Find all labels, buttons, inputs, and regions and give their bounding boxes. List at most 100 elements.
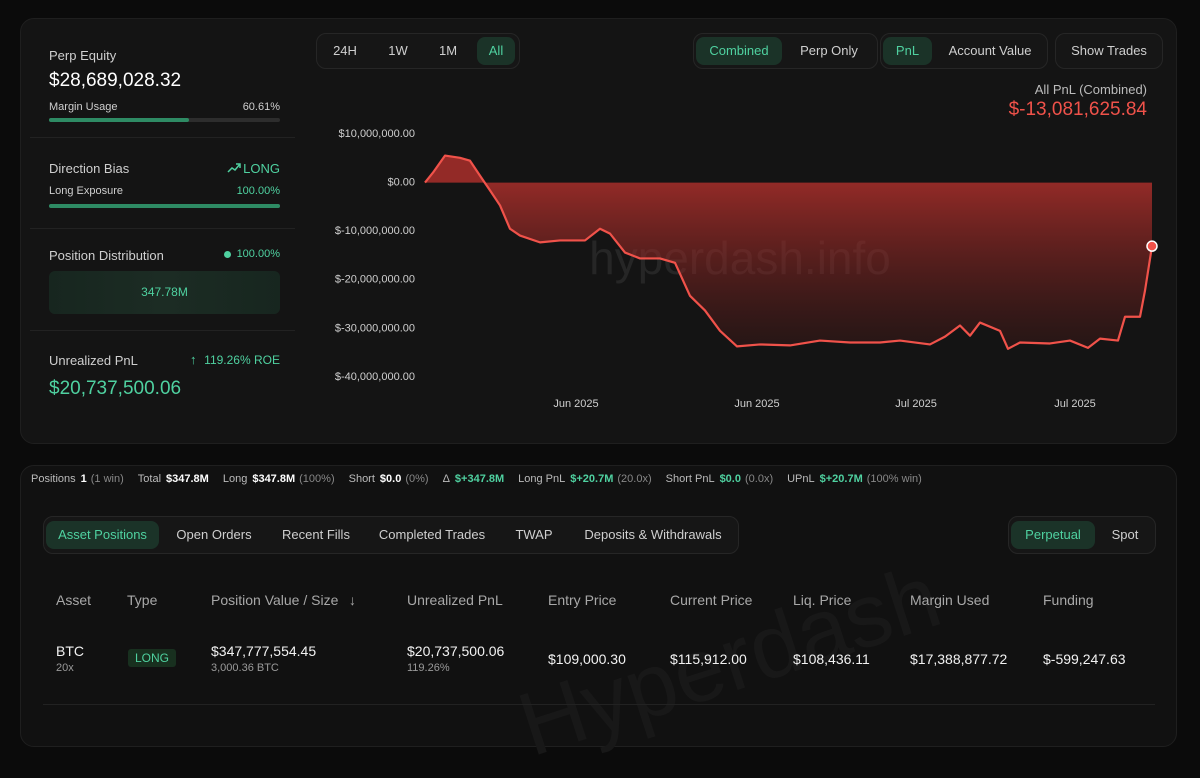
divider — [30, 228, 295, 229]
stat: Long PnL $+20.7M (20.0x) — [518, 473, 651, 485]
position-value: $347,777,554.45 — [211, 643, 317, 659]
column-header[interactable]: Asset — [56, 592, 92, 608]
y-tick-label: $-10,000,000.00 — [335, 225, 415, 237]
stat-value: $0.0 — [379, 473, 402, 485]
unrealized-pnl: $20,737,500.06 — [407, 643, 505, 659]
distribution-bar: 347.78M — [49, 271, 280, 314]
column-header[interactable]: Margin Used — [910, 592, 990, 608]
line — [424, 154, 1154, 350]
tab[interactable]: Asset Positions — [46, 521, 159, 549]
tab[interactable]: Perpetual — [1011, 521, 1095, 549]
stat: UPnL $+20.7M (100% win) — [787, 473, 922, 485]
stat-label: Short PnL — [665, 473, 715, 485]
liq-price: $108,436.11 — [793, 651, 870, 667]
y-tick-label: $-20,000,000.00 — [335, 274, 415, 286]
stat: Total $347.8M — [138, 473, 209, 485]
stat: Short PnL $0.0 (0.0x) — [666, 473, 773, 485]
page: Perp Equity $28,689,028.32 Margin Usage … — [20, 18, 1177, 776]
button[interactable]: Show Trades — [1071, 43, 1147, 58]
stat: Long $347.8M (100%) — [223, 473, 335, 485]
label: Long Exposure — [49, 185, 123, 197]
stats-bar: Positions 1 (1 win) Total $347.8M Long $347.8M… — [31, 473, 922, 485]
tab[interactable]: Combined — [696, 37, 782, 65]
entry-price: $109,000.30 — [548, 651, 626, 667]
tab[interactable]: TWAP — [515, 527, 553, 542]
x-tick-label: Jul 2025 — [1054, 398, 1096, 410]
stat: Δ $+347.8M — [443, 473, 505, 485]
stat-value: 1 — [80, 473, 87, 485]
stat-note: (100%) — [299, 473, 335, 485]
label: Position Distribution — [49, 248, 164, 263]
stat: Short $0.0 (0%) — [349, 473, 429, 485]
tab[interactable]: 1M — [438, 43, 458, 58]
column-header[interactable]: Liq. Price — [793, 592, 852, 608]
mode-tabs: Combined Perp Only — [693, 33, 878, 69]
stat-label: Long — [222, 473, 248, 485]
x-tick-label: Jun 2025 — [553, 398, 598, 410]
tab[interactable]: Open Orders — [176, 527, 252, 542]
last-point — [1146, 240, 1158, 252]
stat-label: Long PnL — [518, 473, 566, 485]
roe: 119.26% — [407, 662, 450, 674]
stat-value: $347.8M — [252, 473, 296, 485]
stat-note: (0%) — [405, 473, 429, 485]
progress-track — [49, 118, 280, 122]
stat-label: Short — [348, 473, 375, 485]
tab[interactable]: Recent Fills — [282, 527, 350, 542]
label: Perp Equity — [49, 48, 117, 63]
progress-fill — [49, 118, 189, 122]
dot — [224, 251, 231, 258]
type-badge: LONG — [128, 649, 177, 667]
pnl-label: All PnL (Combined) — [1034, 82, 1147, 97]
stat-note: (20.0x) — [617, 473, 652, 485]
arrow-icon: ↑ — [190, 352, 197, 367]
trend-icon — [227, 163, 241, 173]
distribution-pct: 100.00% — [236, 248, 280, 260]
sort-icon: ↓ — [349, 592, 356, 608]
progress-fill — [49, 204, 280, 208]
tab[interactable]: All — [477, 37, 515, 65]
column-header[interactable]: Funding — [1043, 592, 1094, 608]
metric-tabs: PnL Account Value — [880, 33, 1048, 69]
tab[interactable]: Perp Only — [800, 43, 858, 58]
stat-note: (1 win) — [90, 473, 124, 485]
pnl-chart: hyperdash.info $10,000,000.00$0.00$-10,0… — [335, 128, 1158, 410]
tab[interactable]: PnL — [883, 37, 932, 65]
stat-value: $+20.7M — [570, 473, 614, 485]
column-header[interactable]: Unrealized PnL — [407, 592, 503, 608]
tab[interactable]: Completed Trades — [378, 527, 486, 542]
x-tick-label: Jun 2025 — [734, 398, 779, 410]
funding: $-599,247.63 — [1043, 651, 1126, 667]
y-tick-label: $-30,000,000.00 — [335, 322, 415, 334]
stat-note: (100% win) — [866, 473, 922, 485]
positions-card — [20, 465, 1177, 747]
stat-label: Δ — [442, 473, 450, 485]
stat-value: $347.8M — [166, 473, 209, 485]
progress-track — [49, 204, 280, 208]
tab[interactable]: Account Value — [948, 43, 1032, 58]
column-header[interactable]: Entry Price — [548, 592, 617, 608]
column-header[interactable]: Current Price — [670, 592, 753, 608]
column-header[interactable]: Position Value / Size — [211, 592, 339, 608]
size: 3,000.36 BTC — [211, 662, 279, 674]
margin-used: $17,388,877.72 — [910, 651, 1008, 667]
asset: BTC — [56, 643, 84, 659]
x-tick-label: Jul 2025 — [895, 398, 937, 410]
tab[interactable]: Spot — [1111, 527, 1139, 542]
leverage: 20x — [56, 662, 74, 674]
tab[interactable]: 24H — [333, 43, 357, 58]
range-tabs: 24H 1W 1M All — [316, 33, 520, 69]
area — [425, 155, 1152, 349]
tab[interactable]: 1W — [388, 43, 408, 58]
stat-label: UPnL — [787, 473, 815, 485]
y-tick-label: $10,000,000.00 — [339, 128, 415, 140]
row-divider — [43, 704, 1155, 705]
show-trades-group: Show Trades — [1055, 33, 1163, 69]
column-header[interactable]: Type — [127, 592, 158, 608]
table-tabs: Asset Positions Open Orders Recent Fills… — [43, 516, 739, 554]
tab[interactable]: Deposits & Withdrawals — [584, 527, 722, 542]
stat-note: (0.0x) — [744, 473, 774, 485]
exposure-value: 100.00% — [236, 185, 280, 197]
stat-value: $+20.7M — [819, 473, 863, 485]
divider — [30, 137, 295, 138]
